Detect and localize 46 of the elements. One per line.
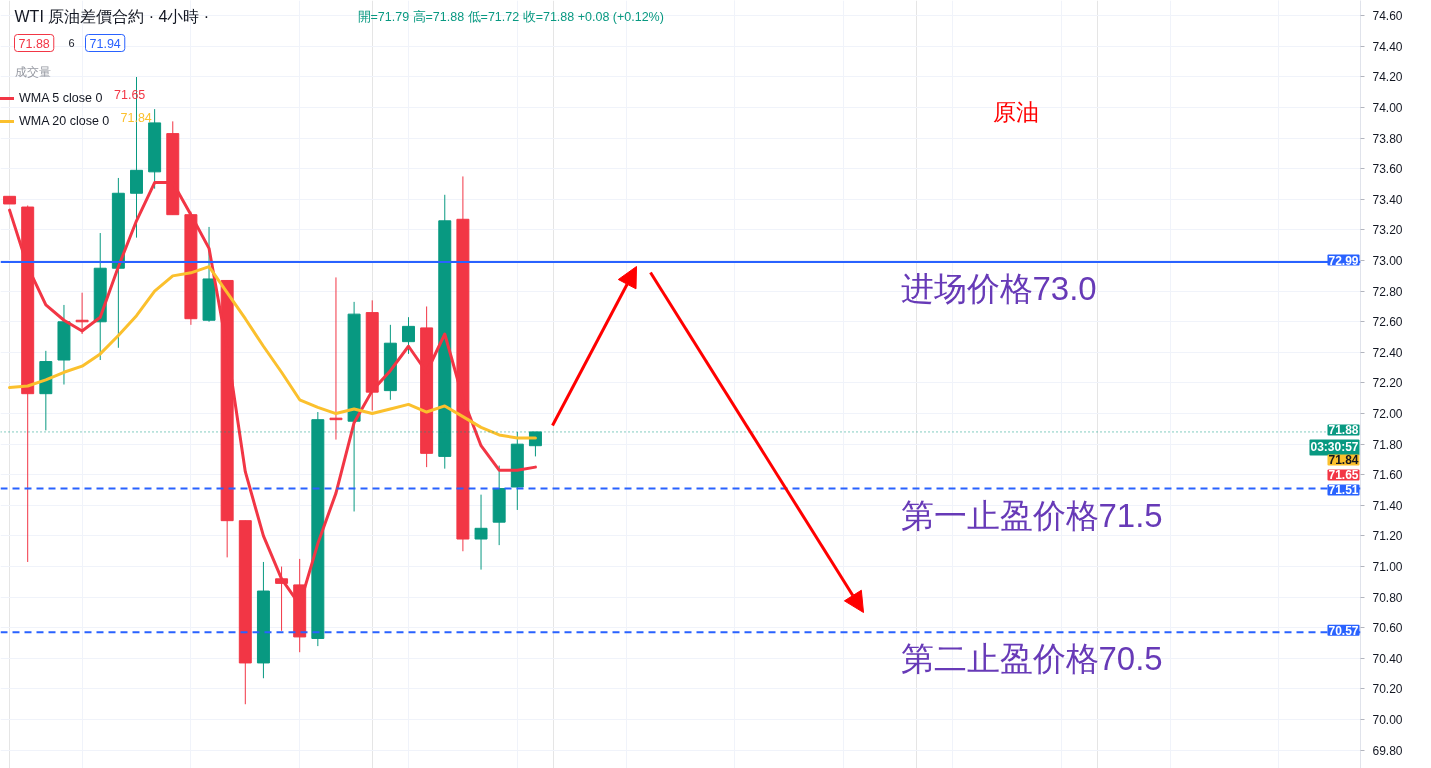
y-tick-label: 71.20 — [1372, 529, 1403, 544]
annotation: 03:30:57 — [1310, 440, 1359, 455]
y-tick-label: 70.40 — [1372, 651, 1403, 666]
y-tick-label: 70.60 — [1372, 621, 1403, 636]
y-tick-label: 74.20 — [1372, 70, 1403, 85]
ref-line-label: 第二止盈价格70.5 — [900, 640, 1163, 678]
y-tick-label: 71.60 — [1372, 468, 1403, 483]
annotation: 成交量 — [14, 64, 51, 79]
legend-label: WMA 5 close 0 — [19, 90, 103, 107]
annotation: 71.88 — [18, 36, 50, 51]
y-tick-label: 70.20 — [1372, 682, 1403, 697]
annotation: 70.57 — [1328, 623, 1359, 638]
annotation: 71.88 — [1328, 423, 1359, 438]
text: 71.65 — [1328, 468, 1359, 483]
y-tick-label: 71.00 — [1372, 560, 1403, 575]
y-tick-label: 73.60 — [1372, 162, 1403, 177]
y-tick-label: 71.40 — [1372, 498, 1403, 513]
ref-line-label: 进场价格73.0 — [900, 270, 1097, 308]
y-tick-label: 72.60 — [1372, 315, 1403, 330]
candlestick — [474, 494, 488, 571]
annotation: 6 — [68, 36, 75, 49]
y-tick-label: 73.20 — [1372, 223, 1403, 238]
text: 71.84 — [1328, 453, 1359, 468]
candlestick — [402, 316, 415, 355]
y-tick-label: 72.00 — [1372, 407, 1403, 422]
y-tick-label: 72.80 — [1372, 284, 1403, 299]
y-tick-label: 72.20 — [1372, 376, 1403, 391]
y-tick-label: 74.00 — [1372, 101, 1403, 116]
y-tick-label: 74.60 — [1372, 9, 1403, 24]
y-tick-label: 73.80 — [1372, 131, 1403, 146]
text: 開=71.79 高=71.88 低=71.72 收=71.88 +0.08 (+0.12%) — [357, 8, 664, 24]
y-tick-label: 70.80 — [1372, 590, 1403, 605]
y-tick-label: 73.40 — [1372, 192, 1403, 207]
ref-line-label: 第一止盈价格71.5 — [900, 496, 1163, 534]
annotation: 72.99 — [1328, 253, 1359, 268]
legend-label: WMA 20 close 0 — [19, 113, 110, 130]
y-tick-label: 69.80 — [1372, 743, 1403, 758]
y-tick-label: 72.40 — [1372, 345, 1403, 360]
y-tick-label: 74.40 — [1372, 39, 1403, 54]
annotation: 71.94 — [89, 36, 121, 51]
annotation: 原油 — [992, 100, 1039, 125]
y-tick-label: 70.00 — [1372, 713, 1403, 728]
y-tick-label: 73.00 — [1372, 254, 1403, 269]
y-tick-label: 71.80 — [1372, 437, 1403, 452]
chart-title: WTI 原油差價合約 · 4小時 · — [14, 7, 210, 25]
annotation: 71.51 — [1328, 483, 1359, 498]
